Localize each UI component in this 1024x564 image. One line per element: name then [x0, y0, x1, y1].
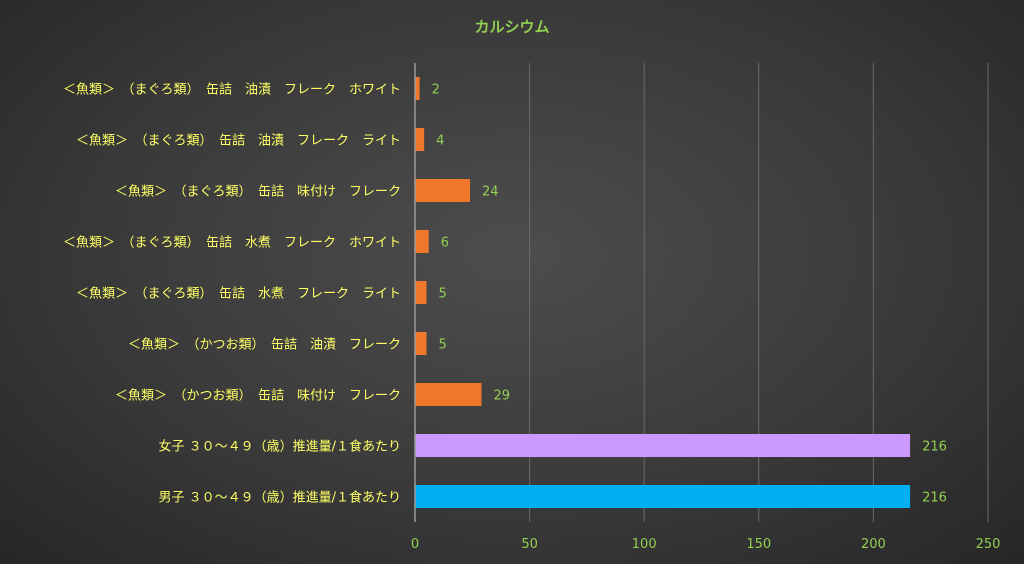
category-label: ＜魚類＞ （まぐろ類） 缶詰 油漬 フレーク ホワイト: [63, 82, 401, 98]
category-label: ＜魚類＞ （かつお類） 缶詰 味付け フレーク: [115, 388, 401, 404]
category-label: ＜魚類＞ （まぐろ類） 缶詰 味付け フレーク: [115, 184, 401, 200]
category-label: 男子 ３０～４９（歳）推進量/１食あたり: [158, 490, 401, 506]
data-label: 216: [922, 491, 947, 506]
x-tick-label: 250: [976, 537, 1001, 552]
x-tick-label: 100: [632, 537, 657, 552]
bar: [415, 281, 427, 304]
data-label: 4: [436, 134, 444, 149]
bar: [415, 230, 429, 253]
data-label: 2: [432, 83, 440, 98]
bar: [415, 179, 471, 202]
category-label: ＜魚類＞ （かつお類） 缶詰 油漬 フレーク: [128, 337, 401, 353]
bars: [415, 77, 911, 508]
data-label: 216: [922, 440, 947, 455]
category-label: ＜魚類＞ （まぐろ類） 缶詰 油漬 フレーク ライト: [76, 133, 401, 149]
category-label: ＜魚類＞ （まぐろ類） 缶詰 水煮 フレーク ライト: [76, 286, 401, 302]
x-tick-label: 50: [521, 537, 538, 552]
bar: [415, 434, 911, 457]
bar: [415, 128, 425, 151]
bar: [415, 485, 911, 508]
data-label: 24: [482, 185, 499, 200]
category-labels: ＜魚類＞ （まぐろ類） 缶詰 油漬 フレーク ホワイト ＜魚類＞ （まぐろ類） 缶…: [63, 82, 401, 506]
category-label: ＜魚類＞ （まぐろ類） 缶詰 水煮 フレーク ホワイト: [63, 235, 401, 251]
x-tick-label: 0: [411, 537, 419, 552]
data-label: 29: [493, 389, 510, 404]
x-tick-label: 150: [746, 537, 771, 552]
chart-title: カルシウム: [474, 18, 549, 36]
data-label: 5: [438, 338, 446, 353]
data-label: 6: [441, 236, 449, 251]
x-axis-ticks: 0 50 100 150 200 250: [411, 537, 1001, 552]
data-label: 5: [438, 287, 446, 302]
x-tick-label: 200: [861, 537, 886, 552]
category-label: 女子 ３０～４９（歳）推進量/１食あたり: [158, 439, 401, 455]
bar: [415, 332, 427, 355]
bar: [415, 77, 420, 100]
bar: [415, 383, 482, 406]
